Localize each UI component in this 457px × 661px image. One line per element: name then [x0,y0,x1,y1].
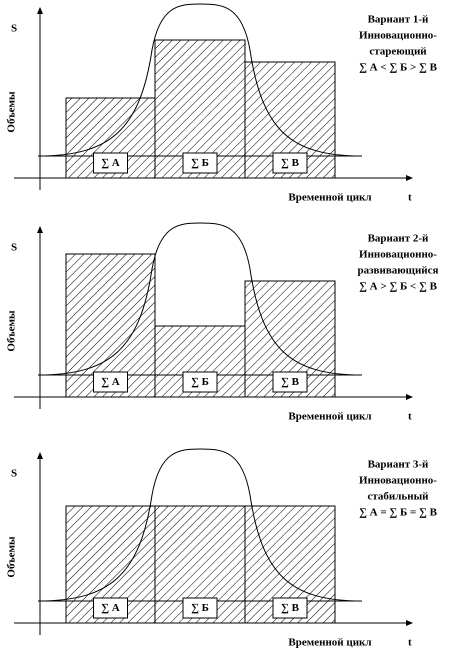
s-label: S [11,23,17,35]
caption: ∑ А > ∑ Б < ∑ В [359,281,438,293]
caption: ∑ А < ∑ Б > ∑ В [359,62,438,74]
sum-box [182,597,218,619]
sum-label: ∑ Б [191,602,209,614]
t-label: t [408,411,412,423]
sum-box [182,371,218,393]
y-axis-label: Объемы [6,310,18,352]
caption: ∑ А = ∑ Б = ∑ В [359,507,438,519]
t-label: t [408,192,412,204]
caption: стабильный [367,491,429,503]
caption: Вариант 2-й [368,233,429,245]
caption: Вариант 3-й [368,459,429,471]
bell-curve [37,222,363,376]
caption: Вариант 1-й [368,14,429,26]
sum-label: ∑ Б [191,376,209,388]
s-label: S [11,242,17,254]
sum-label: ∑ А [101,157,120,169]
sum-label: ∑ А [101,376,120,388]
bar [244,61,336,179]
x-axis-label: Временной цикл [288,411,371,423]
y-axis-label: Объемы [6,91,18,133]
sum-label: ∑ В [281,602,300,614]
panel: ∑ А ∑ Б ∑ В S Объемы Временной цикл t Вариант 2… [6,222,439,423]
sum-box [272,371,308,393]
sum-box [93,152,128,174]
bell-curve [37,448,363,602]
panel: ∑ А ∑ Б ∑ В S Объемы Временной цикл t Вариант 1… [6,3,438,204]
sum-label: ∑ В [281,376,300,388]
sum-label: ∑ В [281,157,300,169]
sum-box [182,152,218,174]
bell-curve [37,3,363,157]
x-axis-label: Временной цикл [288,637,371,649]
sum-box [272,152,308,174]
sum-box [93,597,128,619]
sum-label: ∑ Б [191,157,209,169]
sum-box [93,371,128,393]
panel: ∑ А ∑ Б ∑ В S Объемы Временной цикл t Вариант 3… [6,448,438,649]
sum-label: ∑ А [101,602,120,614]
s-label: S [11,468,17,480]
t-label: t [408,637,412,649]
caption: стареющий [369,46,427,58]
sum-box [272,597,308,619]
caption: развивающийся [358,265,439,277]
caption: Инновационно- [359,249,437,261]
caption: Инновационно- [359,475,437,487]
x-axis-label: Временной цикл [288,192,371,204]
y-axis-label: Объемы [6,536,18,578]
caption: Инновационно- [359,30,437,42]
